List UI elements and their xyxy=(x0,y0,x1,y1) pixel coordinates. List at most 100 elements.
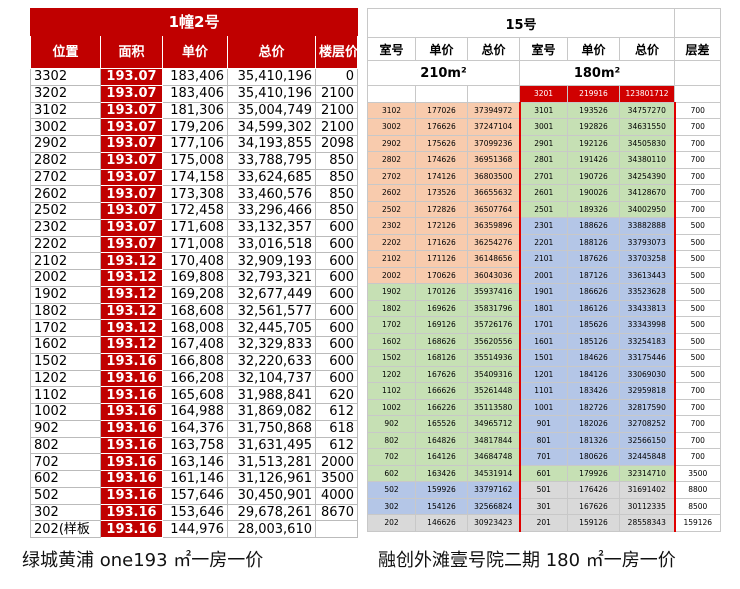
table-cell: 166,208 xyxy=(162,369,228,388)
table-cell: 184626 xyxy=(567,349,620,367)
table-row: 2802 193.07 175,008 33,788,795 850 xyxy=(30,151,359,170)
table-cell: 850 xyxy=(314,202,359,220)
table-cell: 34757270 xyxy=(618,101,676,119)
table-cell: 802 xyxy=(367,431,416,449)
table-cell: 144,976 xyxy=(162,520,228,538)
table-cell: 193.07 xyxy=(100,218,163,237)
table-cell: 2902 xyxy=(367,134,416,152)
table-cell: 35113580 xyxy=(467,398,520,416)
table-row: 202 146626 30923423 201 159126 28558343 159126 xyxy=(367,514,722,532)
table-cell: 183,406 xyxy=(162,84,228,103)
table-cell: 2002 xyxy=(367,266,416,284)
table-row: 2002 170626 36043036 2001 187126 33613443 500 xyxy=(367,266,722,284)
table-cell: 3500 xyxy=(314,470,359,488)
table-cell: 37099236 xyxy=(467,134,520,152)
column-header: 室号 xyxy=(519,37,568,61)
table-row: 2202 193.07 171,008 33,016,518 600 xyxy=(30,235,359,254)
table-cell: 700 xyxy=(674,431,722,449)
table-cell: 193.12 xyxy=(100,319,163,337)
table-cell: 173,308 xyxy=(162,185,228,203)
table-cell: 193.16 xyxy=(100,503,163,522)
table-cell: 34965712 xyxy=(467,415,520,433)
table-cell: 612 xyxy=(314,403,359,421)
table-cell: 2602 xyxy=(30,185,101,203)
table-cell: 3001 xyxy=(518,118,568,136)
table-cell: 36148656 xyxy=(467,250,520,268)
table-cell: 2302 xyxy=(30,218,101,237)
table-row: 702 164126 34684748 701 180626 32445848 700 xyxy=(367,448,722,466)
table-cell: 700 xyxy=(674,415,722,433)
table-cell: 30923423 xyxy=(467,514,520,532)
table-cell: 612 xyxy=(314,436,359,455)
table-cell: 193.07 xyxy=(100,118,163,136)
table-cell: 171126 xyxy=(415,250,468,268)
table-cell: 3102 xyxy=(367,101,416,119)
table-cell: 191426 xyxy=(567,151,620,169)
table-cell: 35,410,196 xyxy=(227,68,316,86)
table-cell: 2302 xyxy=(367,217,416,235)
table-cell: 2801 xyxy=(518,151,568,169)
table-cell: 1502 xyxy=(367,349,416,367)
title-row: 1幢2号 xyxy=(29,8,359,36)
table-cell: 500 xyxy=(674,332,722,350)
table-cell: 600 xyxy=(314,218,359,237)
table-cell: 34631550 xyxy=(618,118,676,136)
table-cell: 174,158 xyxy=(162,168,228,187)
table-cell: 700 xyxy=(674,101,722,119)
table-cell: 172826 xyxy=(415,200,468,218)
table-cell: 600 xyxy=(314,336,359,354)
table-row: 1902 193.12 169,208 32,677,449 600 xyxy=(30,285,359,304)
table-cell: 32959818 xyxy=(618,382,676,400)
table-cell: 35937416 xyxy=(467,283,520,301)
table-cell: 31,869,082 xyxy=(227,403,316,421)
left-table: 1幢2号位置面积单价总价楼层价差3302193.07183,40635,410,… xyxy=(29,8,359,538)
table-cell: 164,988 xyxy=(162,403,228,421)
table-cell: 167626 xyxy=(567,497,620,515)
table-row: 2502 193.07 172,458 33,296,466 850 xyxy=(30,202,359,220)
table-cell: 187126 xyxy=(567,266,620,284)
table-cell: 700 xyxy=(674,382,722,400)
table-cell: 193.16 xyxy=(100,403,163,421)
table-cell: 170626 xyxy=(415,266,468,284)
table-cell: 183426 xyxy=(567,382,620,400)
table-cell: 700 xyxy=(674,448,722,466)
table-cell: 193.07 xyxy=(100,68,163,86)
table-cell: 33613443 xyxy=(618,266,676,284)
table-cell: 33703258 xyxy=(618,250,676,268)
table-cell: 902 xyxy=(30,419,101,438)
header-row: 室号 单价 总价 室号 单价 总价 层差 xyxy=(367,37,722,61)
table-cell: 1701 xyxy=(518,316,568,334)
table-row: 2902 193.07 177,106 34,193,855 2098 xyxy=(30,135,359,153)
table-cell: 171626 xyxy=(415,233,468,251)
table-cell: 166626 xyxy=(415,382,468,400)
table-cell: 32566824 xyxy=(467,497,520,515)
table-cell: 32,561,577 xyxy=(227,302,316,321)
table-cell: 33882888 xyxy=(618,217,676,235)
table-cell: 35726176 xyxy=(467,316,520,334)
table-cell: 181,306 xyxy=(162,101,228,120)
table-row: 2702 193.07 174,158 33,624,685 850 xyxy=(30,168,359,187)
table-cell: 31,513,281 xyxy=(227,453,316,471)
table-cell: 165,608 xyxy=(162,386,228,404)
table-cell: 2102 xyxy=(367,250,416,268)
table-row: 1102 166626 35261448 1101 183426 32959818 700 xyxy=(367,382,722,400)
column-header: 层差 xyxy=(674,37,722,61)
table-cell: 600 xyxy=(314,319,359,337)
table-cell: 35620556 xyxy=(467,332,520,350)
table-cell: 173526 xyxy=(415,184,468,202)
table-cell: 0 xyxy=(314,68,359,86)
table-cell: 33,788,795 xyxy=(227,151,316,170)
table-cell: 193.16 xyxy=(100,352,163,371)
column-header: 单价 xyxy=(567,37,620,61)
table-cell: 193.12 xyxy=(100,252,163,270)
table-cell: 4000 xyxy=(314,486,359,505)
table-cell: 167626 xyxy=(415,365,468,383)
table-cell: 168626 xyxy=(415,332,468,350)
table-cell: 3101 xyxy=(518,101,568,119)
table-cell: 1801 xyxy=(518,299,568,317)
table-cell: 192126 xyxy=(567,134,620,152)
table-row: 1202 167626 35409316 1201 184126 33069030 500 xyxy=(367,365,722,383)
table-cell: 169626 xyxy=(415,299,468,317)
table-cell: 600 xyxy=(314,352,359,371)
table-cell xyxy=(415,85,468,103)
